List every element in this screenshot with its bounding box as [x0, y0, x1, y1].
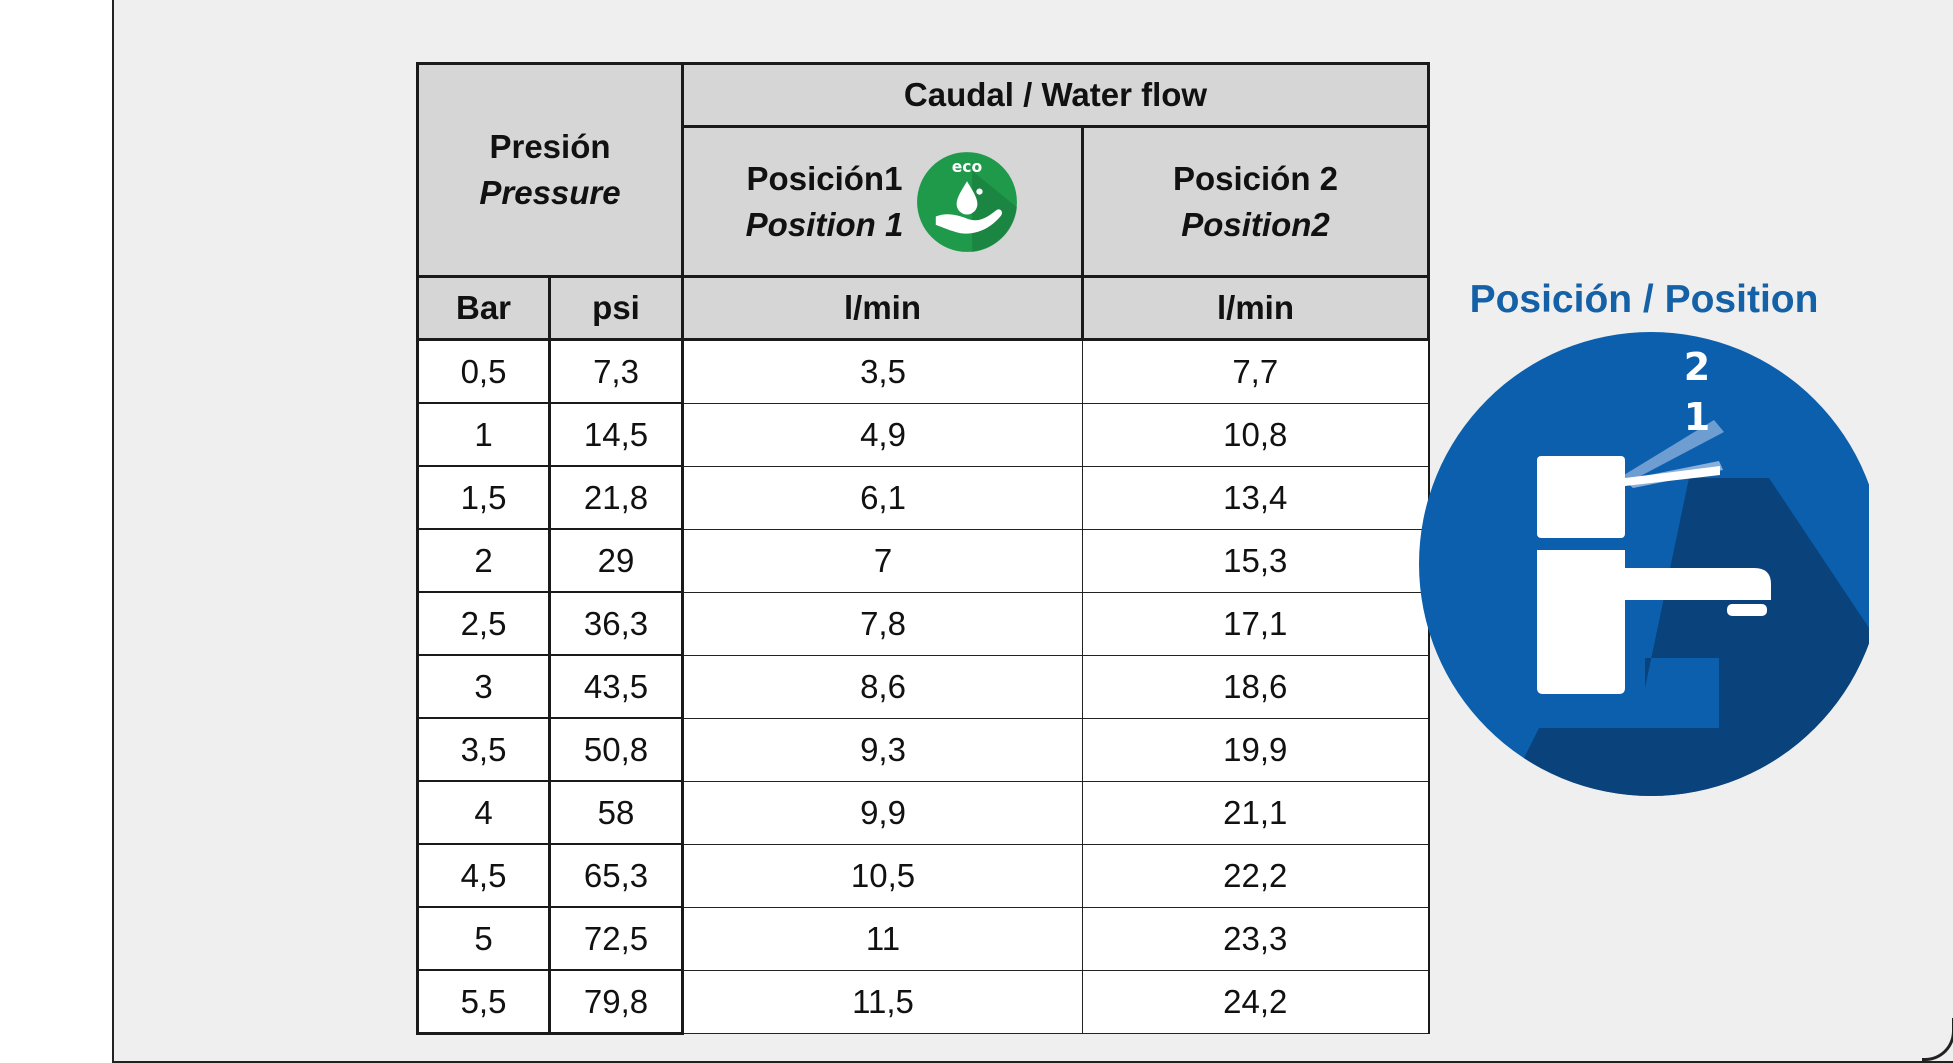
cell-flow-position2: 19,9 [1082, 717, 1430, 782]
cell-bar: 5 [416, 906, 551, 971]
cell-flow-position2: 23,3 [1082, 906, 1430, 971]
unit-flow-position1: l/min [681, 275, 1084, 341]
faucet-icon: 2 1 [1419, 332, 1869, 796]
cell-flow-position1: 3,5 [682, 339, 1083, 404]
cell-bar: 4 [416, 780, 551, 845]
cell-bar: 1 [416, 402, 551, 467]
cell-bar: 3 [416, 654, 551, 719]
cell-flow-position2: 22,2 [1082, 843, 1430, 908]
cell-psi: 7,3 [548, 338, 684, 404]
cell-psi: 58 [548, 780, 684, 845]
position-title: Posición / Position [1469, 278, 1819, 321]
cell-flow-position2: 13,4 [1082, 465, 1430, 530]
table-row: 3,5 50,8 9,3 19,9 [416, 717, 1430, 782]
cell-flow-position1: 7 [682, 528, 1083, 593]
eco-badge-text: eco [952, 157, 983, 175]
cell-flow-position1: 9,9 [682, 780, 1083, 845]
position-label-1: 1 [1684, 395, 1710, 439]
pressure-header-es: Presión [489, 128, 611, 165]
cell-psi: 14,5 [548, 402, 684, 467]
position-section: Posición / Position 2 1 [1419, 278, 1869, 798]
cell-bar: 3,5 [416, 717, 551, 782]
cell-psi: 50,8 [548, 717, 684, 782]
cell-flow-position1: 10,5 [682, 843, 1083, 908]
cell-flow-position2: 24,2 [1082, 969, 1430, 1034]
cell-bar: 1,5 [416, 465, 551, 530]
table-body: 0,5 7,3 3,5 7,7 1 14,5 4,9 10,8 1,5 21,8… [416, 338, 1430, 1035]
cell-bar: 2,5 [416, 591, 551, 656]
cell-flow-position2: 7,7 [1082, 339, 1430, 404]
cell-flow-position2: 18,6 [1082, 654, 1430, 719]
cell-flow-position1: 7,8 [682, 591, 1083, 656]
position1-header: Posición1 Position 1 eco [681, 125, 1084, 278]
position2-header-es: Posición 2 [1172, 159, 1339, 197]
cell-bar: 0,5 [416, 338, 551, 404]
table-row: 2,5 36,3 7,8 17,1 [416, 591, 1430, 656]
cell-flow-position1: 11 [682, 906, 1083, 971]
pressure-header: Presión Pressure [416, 62, 684, 278]
pressure-header-en: Pressure [479, 174, 621, 211]
cell-flow-position2: 15,3 [1082, 528, 1430, 593]
cell-psi: 65,3 [548, 843, 684, 908]
page-corner [1922, 1018, 1953, 1061]
table-row: 1,5 21,8 6,1 13,4 [416, 465, 1430, 530]
position-label-2: 2 [1684, 345, 1710, 389]
cell-bar: 2 [416, 528, 551, 593]
cell-psi: 72,5 [548, 906, 684, 971]
cell-flow-position2: 10,8 [1082, 402, 1430, 467]
cell-bar: 4,5 [416, 843, 551, 908]
cell-psi: 21,8 [548, 465, 684, 530]
table-row: 3 43,5 8,6 18,6 [416, 654, 1430, 719]
unit-psi: psi [548, 275, 684, 341]
table-row: 4 58 9,9 21,1 [416, 780, 1430, 845]
table-row: 5 72,5 11 23,3 [416, 906, 1430, 971]
table-row: 5,5 79,8 11,5 24,2 [416, 969, 1430, 1035]
cell-flow-position2: 21,1 [1082, 780, 1430, 845]
cell-psi: 36,3 [548, 591, 684, 656]
unit-bar: Bar [416, 275, 551, 341]
eco-hand-drop-icon: eco [917, 151, 1018, 252]
position1-header-en: Position 1 [745, 205, 904, 243]
cell-flow-position1: 8,6 [682, 654, 1083, 719]
table-row: 4,5 65,3 10,5 22,2 [416, 843, 1430, 908]
table-row: 2 29 7 15,3 [416, 528, 1430, 593]
cell-flow-position1: 9,3 [682, 717, 1083, 782]
position2-header: Posición 2 Position2 [1081, 125, 1430, 278]
cell-bar: 5,5 [416, 969, 551, 1035]
flow-header: Caudal / Water flow [681, 62, 1430, 128]
position1-header-es: Posición1 [746, 159, 903, 197]
cell-psi: 29 [548, 528, 684, 593]
cell-flow-position2: 17,1 [1082, 591, 1430, 656]
position2-header-en: Position2 [1181, 205, 1330, 243]
table-row: 0,5 7,3 3,5 7,7 [416, 338, 1430, 404]
table-row: 1 14,5 4,9 10,8 [416, 402, 1430, 467]
document-page: Presión Pressure Caudal / Water flow Pos… [112, 0, 1953, 1063]
water-flow-table: Presión Pressure Caudal / Water flow Pos… [416, 62, 1430, 1035]
cell-flow-position1: 11,5 [682, 969, 1083, 1034]
cell-flow-position1: 4,9 [682, 402, 1083, 467]
cell-psi: 43,5 [548, 654, 684, 719]
cell-flow-position1: 6,1 [682, 465, 1083, 530]
cell-psi: 79,8 [548, 969, 684, 1035]
unit-flow-position2: l/min [1081, 275, 1430, 341]
